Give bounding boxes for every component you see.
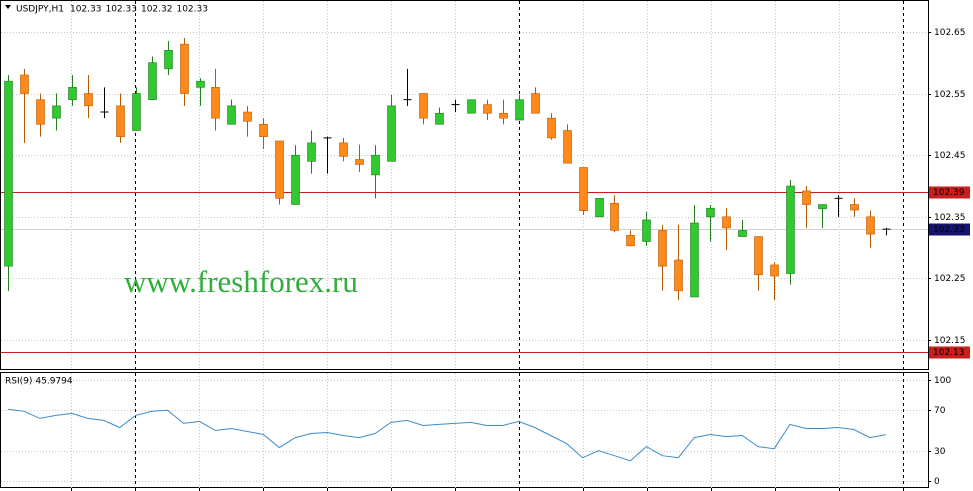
candle-body xyxy=(116,105,125,137)
candle-body xyxy=(754,236,763,276)
y-tick-label: 102.35 xyxy=(934,213,966,223)
y-tick-label: 100 xyxy=(934,376,951,386)
y-tick-label: 0 xyxy=(934,477,940,487)
candle-body xyxy=(196,80,205,88)
candle-body xyxy=(132,93,141,131)
candle-body xyxy=(275,140,284,199)
last-price-label: 102.33 xyxy=(933,225,965,235)
candles xyxy=(4,38,891,301)
quote-value: 102.33 xyxy=(70,5,102,15)
candle-body xyxy=(180,43,189,94)
y-tick-label: 70 xyxy=(934,406,946,416)
level-label-box xyxy=(929,186,970,199)
candle-body xyxy=(291,154,300,205)
candle-body xyxy=(148,62,157,100)
candle-body xyxy=(259,124,268,137)
candle-body xyxy=(563,130,572,164)
candle-body xyxy=(36,99,45,125)
quote-value: 102.33 xyxy=(105,5,137,15)
candle-body xyxy=(866,216,875,235)
candle-body xyxy=(738,230,747,237)
candle-body xyxy=(467,99,476,114)
candle-body xyxy=(52,105,61,119)
candle-body xyxy=(4,80,13,267)
menu-arrow-icon[interactable] xyxy=(5,5,11,9)
candle-body xyxy=(818,204,827,210)
y-tick-label: 102.45 xyxy=(934,151,966,161)
y-tick-label: 102.65 xyxy=(934,28,966,38)
candle-body xyxy=(850,204,859,211)
quote-value: 102.32 xyxy=(141,5,173,15)
y-tick-label: 102.25 xyxy=(934,274,966,284)
candle-body xyxy=(371,154,380,176)
level-label-box xyxy=(929,346,970,359)
chart-title: USDJPY,H1 xyxy=(16,5,64,15)
candle-body xyxy=(626,235,635,247)
candle-body xyxy=(690,222,699,298)
candle-body xyxy=(515,99,524,121)
candle-body xyxy=(531,93,540,114)
candle-body xyxy=(211,87,220,119)
rsi-title: RSI(9) xyxy=(5,377,32,387)
watermark: www.freshforex.ru xyxy=(124,264,358,299)
candle-body xyxy=(339,142,348,157)
candle-body xyxy=(164,50,173,70)
candle-body xyxy=(243,111,252,122)
candle-body xyxy=(483,104,492,114)
last-price-box xyxy=(929,223,970,236)
candle-body xyxy=(355,159,364,165)
y-tick-label: 102.15 xyxy=(934,336,966,346)
level-label: 102.13 xyxy=(933,348,965,358)
candle-body xyxy=(674,259,683,292)
candle-body xyxy=(770,264,779,277)
candle-body xyxy=(499,112,508,119)
rsi-line xyxy=(7,408,886,462)
candle-body xyxy=(802,190,811,205)
candle-body xyxy=(435,112,444,125)
price-panel-frame xyxy=(0,0,929,370)
y-tick-label: 30 xyxy=(934,447,946,457)
candle-body xyxy=(227,105,236,125)
candle-body xyxy=(419,93,428,119)
candle-body xyxy=(610,202,619,231)
candle-body xyxy=(642,219,651,242)
candle-body xyxy=(706,207,715,218)
candle-body xyxy=(84,93,93,107)
candle-body xyxy=(20,74,29,94)
candle-body xyxy=(658,230,667,267)
candle-body xyxy=(387,105,396,162)
candle-body xyxy=(547,117,556,139)
candle-body xyxy=(579,167,588,211)
level-label: 102.39 xyxy=(933,188,965,198)
candle-body xyxy=(722,216,731,229)
candle-body xyxy=(307,142,316,162)
candle-body xyxy=(595,198,604,218)
rsi-panel-frame xyxy=(0,372,929,488)
quote-value: 102.33 xyxy=(176,5,208,15)
candle-body xyxy=(786,185,795,274)
rsi-last-value: 45.9794 xyxy=(35,377,72,387)
y-tick-label: 102.55 xyxy=(934,90,966,100)
candle-body xyxy=(68,87,77,100)
